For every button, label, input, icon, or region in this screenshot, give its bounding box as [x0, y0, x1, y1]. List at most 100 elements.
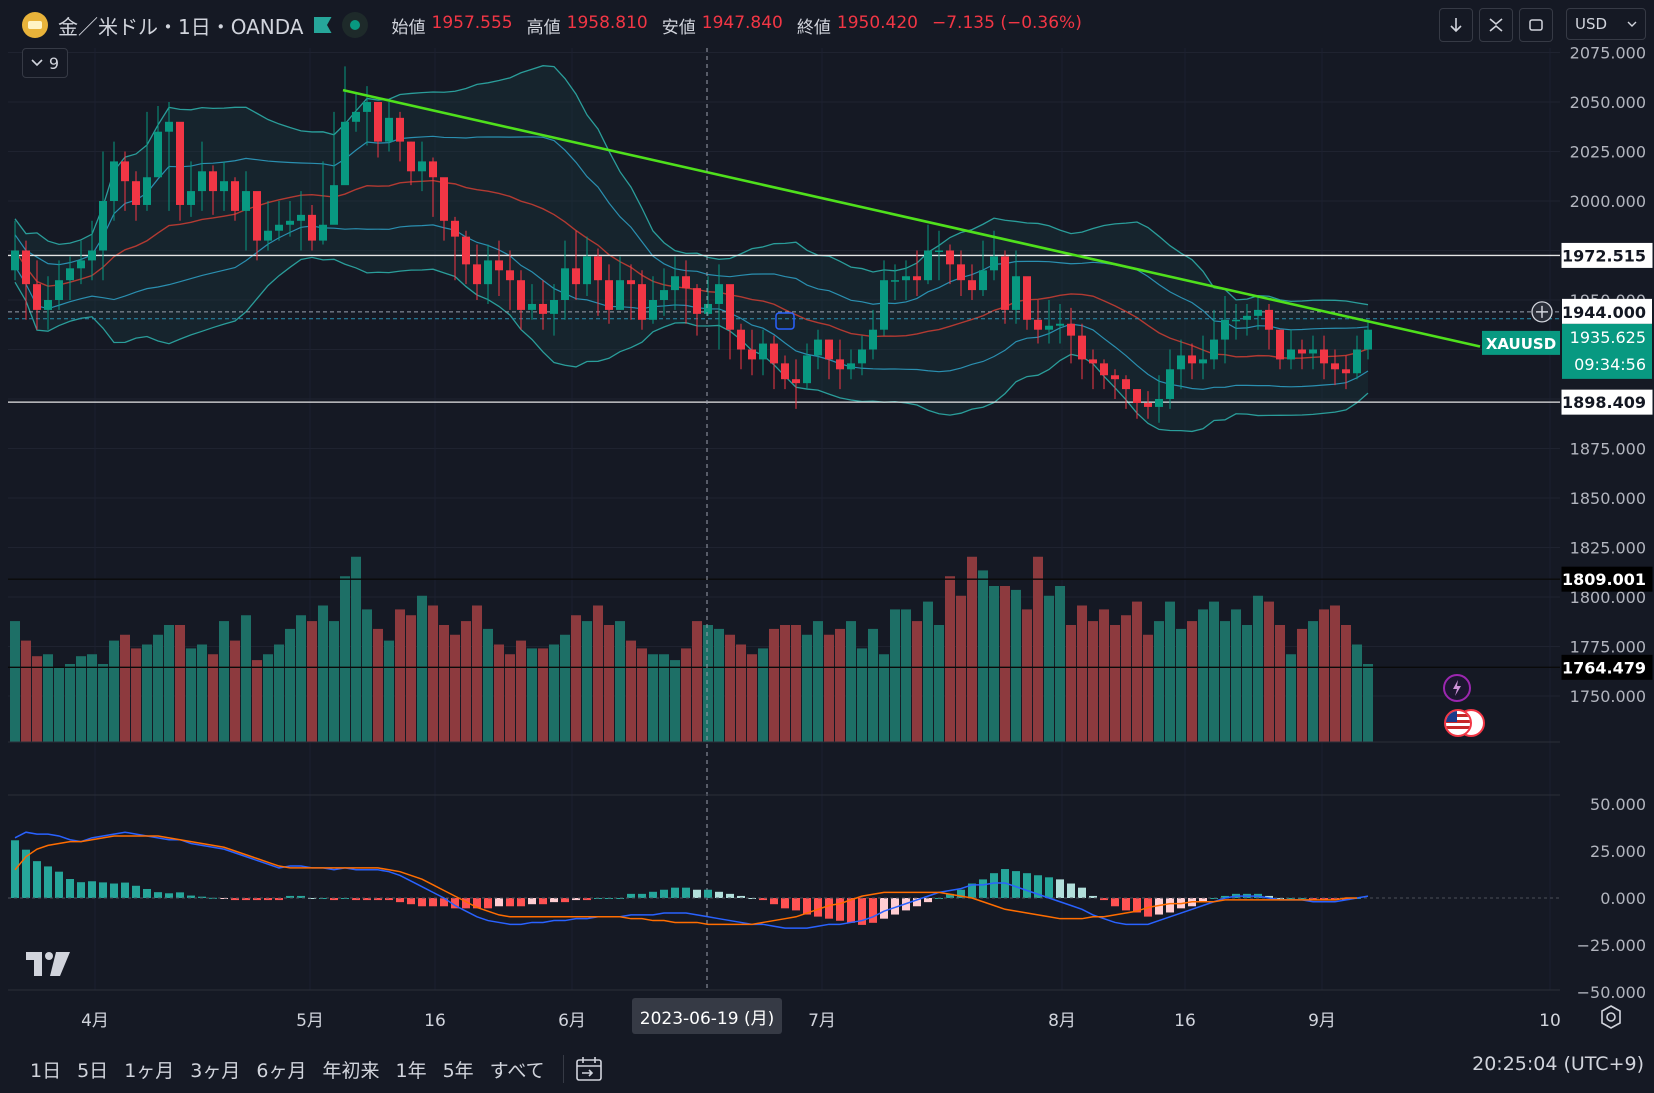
candle-body — [462, 236, 470, 265]
macd-histogram-bar — [847, 898, 855, 923]
range-ytd[interactable]: 年初来 — [322, 1059, 380, 1082]
bollinger-lower-1 — [14, 224, 1369, 390]
crosshair-marker[interactable] — [775, 312, 795, 330]
volume-bar — [329, 621, 339, 742]
macd-histogram-bar — [880, 898, 888, 919]
volume-bar — [32, 656, 42, 742]
candle-body — [1089, 359, 1097, 364]
macd-histogram-bar — [957, 889, 965, 898]
candle-body — [1199, 359, 1207, 364]
candle-body — [506, 270, 514, 281]
candle-body — [352, 111, 360, 122]
macd-histogram-bar — [231, 898, 239, 901]
volume-bar — [670, 660, 680, 742]
currency-select[interactable]: USD — [1566, 8, 1646, 40]
macd-histogram-bar — [517, 898, 525, 907]
time-axis-label: 9月 — [1308, 1011, 1336, 1031]
macd-histogram-bar — [418, 898, 426, 907]
symbol-tag-box — [1482, 330, 1560, 355]
flag-icon[interactable] — [313, 17, 332, 33]
macd-histogram-bar — [869, 898, 877, 923]
indicators-toggle-button[interactable]: 9 — [22, 48, 68, 78]
volume-bar — [494, 644, 504, 742]
volume-bar — [1143, 634, 1153, 742]
candle-body — [253, 191, 261, 241]
us-flag-icon — [1446, 711, 1470, 729]
volume-bar — [978, 570, 988, 742]
range-all[interactable]: すべて — [489, 1059, 545, 1082]
volume-bar — [351, 556, 361, 742]
symbol-title[interactable]: 金／米ドル・1日・OANDA — [58, 14, 304, 39]
calendar-goto-icon[interactable] — [574, 1055, 604, 1083]
candle-body — [1210, 339, 1218, 360]
macd-histogram-bar — [132, 885, 140, 898]
candle-body — [484, 260, 492, 285]
macd-histogram-bar — [770, 898, 778, 905]
us-flag-event-icon[interactable] — [1444, 709, 1472, 737]
range-3m[interactable]: 3ヶ月 — [190, 1059, 241, 1082]
candle-body — [825, 339, 833, 360]
high-value: 1958.810 — [566, 12, 648, 33]
range-5y[interactable]: 5年 — [442, 1059, 474, 1082]
volume-bar — [1253, 595, 1263, 742]
volume-bar — [406, 615, 416, 742]
price-label: 1972.515 — [1562, 246, 1646, 265]
volume-bar — [846, 621, 856, 742]
volume-bar — [582, 621, 592, 742]
price-axis[interactable] — [1562, 48, 1654, 993]
bottom-toolbar: 1日 5日 1ヶ月 3ヶ月 6ヶ月 年初来 1年 5年 すべて — [0, 1045, 1654, 1093]
macd-histogram-bar — [1221, 895, 1229, 898]
candle-body — [1221, 319, 1229, 340]
candle-body — [1287, 349, 1295, 360]
volume-bar — [21, 640, 31, 742]
price-tick-label: 1750.000 — [1570, 687, 1646, 706]
time-axis-label: 16 — [424, 1011, 446, 1031]
candle-body — [814, 339, 822, 356]
macd-histogram-bar — [451, 898, 459, 909]
volume-bar — [230, 640, 240, 742]
trendline[interactable] — [342, 88, 1481, 348]
clock-timezone[interactable]: 20:25:04 (UTC+9) — [1472, 1053, 1644, 1075]
volume-bar — [1033, 556, 1043, 742]
macd-tick-label: 0.000 — [1600, 889, 1646, 908]
volume-bar — [912, 621, 922, 742]
range-1d[interactable]: 1日 — [30, 1059, 62, 1082]
lightning-event-icon[interactable] — [1443, 674, 1471, 702]
volume-bar — [560, 634, 570, 742]
macd-histogram — [11, 840, 1361, 925]
macd-histogram-bar — [1078, 887, 1086, 898]
macd-histogram-bar — [726, 893, 734, 898]
candle-body — [693, 288, 701, 314]
volume-bar — [593, 605, 603, 742]
volume-bar — [714, 628, 724, 742]
settings-gear-icon[interactable] — [1598, 1004, 1624, 1030]
macd-histogram-bar — [1100, 898, 1108, 901]
add-alert-plus-icon[interactable] — [1531, 301, 1553, 323]
volume-bar — [527, 648, 537, 742]
range-6m[interactable]: 6ヶ月 — [256, 1059, 307, 1082]
bollinger-lower-2 — [14, 256, 1369, 433]
macd-histogram-bar — [1309, 898, 1317, 901]
macd-histogram-bar — [968, 883, 976, 898]
macd-histogram-bar — [1045, 877, 1053, 898]
macd-histogram-bar — [858, 898, 866, 925]
range-1m[interactable]: 1ヶ月 — [124, 1059, 175, 1082]
macd-histogram-bar — [429, 898, 437, 907]
moving-average — [14, 179, 1369, 360]
lightning-icon — [1453, 680, 1461, 696]
time-axis-label: 7月 — [808, 1011, 836, 1031]
candle-body — [220, 181, 228, 192]
macd-histogram-bar — [462, 898, 470, 909]
fullscreen-button[interactable] — [1519, 8, 1553, 42]
arrow-down-button[interactable] — [1439, 8, 1473, 42]
macd-tick-label: −50.000 — [1577, 983, 1646, 1002]
range-5d[interactable]: 5日 — [77, 1059, 109, 1082]
candle-body — [77, 260, 85, 269]
range-1y[interactable]: 1年 — [395, 1059, 427, 1082]
market-status-icon[interactable] — [341, 12, 368, 38]
volume-bar — [967, 556, 977, 742]
candle-body — [1331, 363, 1339, 370]
volume-bar — [1000, 586, 1010, 742]
collapse-button[interactable] — [1479, 8, 1513, 42]
